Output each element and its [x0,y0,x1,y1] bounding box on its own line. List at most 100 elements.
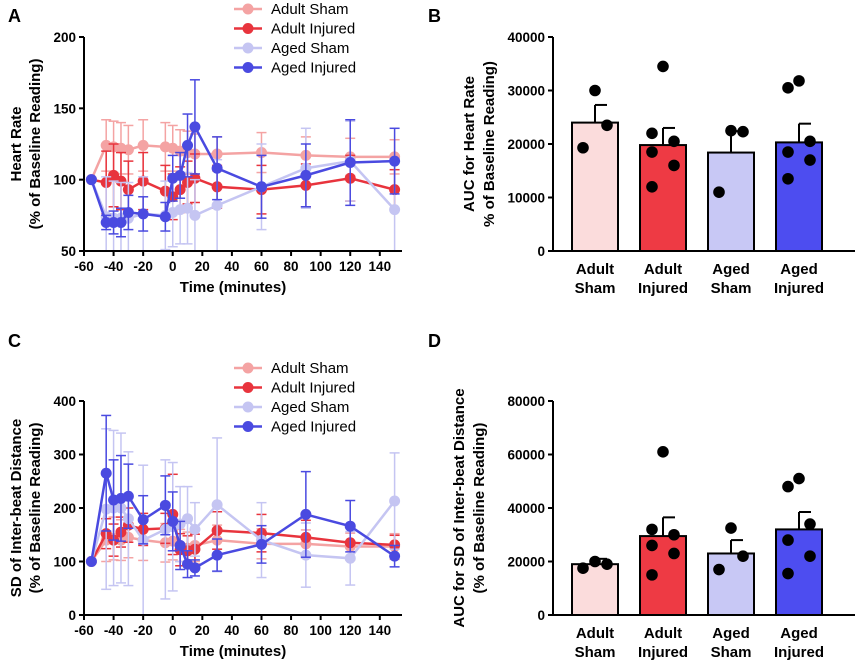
d-individual-point [782,480,794,493]
b-individual-point [725,124,737,137]
a-data-point [108,169,120,181]
b-individual-point [737,125,749,138]
d-category-label: Sham [575,644,616,661]
c-data-point [300,508,312,520]
d-individual-point [657,446,669,458]
b-individual-point [668,135,680,148]
b-individual-point [713,186,725,198]
d-y-tick-label: 80000 [507,394,545,409]
c-data-point [211,499,223,511]
c-legend-swatch-marker [242,382,254,393]
a-series-3 [85,79,401,238]
a-y-axis-title: Heart Rate [8,106,25,181]
c-x-tick-label: 0 [169,623,177,638]
d-y-axis-title: AUC for SD of Inter-beat Distance [451,388,468,627]
b-y-tick-label: 40000 [507,30,545,45]
d-individual-point [804,518,816,530]
d-individual-point [737,550,749,562]
a-y-tick-label: 100 [53,173,76,188]
sd-interbeat-auc-bar-chart: Adult Sham Adult Injured Aged Sham Aged Injured… [451,388,855,661]
a-legend-swatch-marker [242,23,254,34]
c-legend-swatch-marker [242,362,254,374]
c-legend-label: Adult Injured [271,380,355,397]
b-individual-point [782,82,794,94]
c-y-tick-label: 200 [53,501,76,516]
d-individual-point [589,555,601,568]
c-data-point [344,552,356,564]
a-y-axis-subtitle: (% of Baseline Reading) [27,59,44,230]
b-category-label: Injured [638,280,688,297]
d-individual-point [782,534,794,546]
a-data-point [159,211,171,223]
d-y-tick-label: 40000 [507,501,545,516]
a-y-tick-label: 200 [53,30,76,45]
a-legend-label: Adult Sham [271,1,349,18]
c-legend-swatch-marker [242,401,254,413]
d-category-label: Injured [774,644,824,661]
b-y-tick-label: 30000 [507,84,545,99]
a-data-point [189,209,201,221]
d-individual-point [646,539,658,552]
c-data-point [189,562,201,574]
heart-rate-auc-bar-chart: Adult Sham Adult Injured Aged Sham Aged Injured… [461,30,855,297]
a-data-point [115,216,127,228]
a-x-tick-label: 80 [284,259,299,274]
c-x-tick-label: 120 [339,623,362,638]
c-x-tick-label: 20 [195,623,210,638]
c-x-tick-label: 40 [224,623,239,638]
d-category-label: Injured [638,644,688,661]
d-individual-point [782,567,794,580]
a-x-tick-label: 20 [195,259,210,274]
d-bar [707,552,755,616]
c-data-point [189,523,201,535]
c-x-tick-label: -20 [133,623,153,638]
c-x-tick-label: -40 [104,623,124,638]
a-data-point [137,208,149,220]
a-data-point [211,162,223,174]
b-individual-point [804,135,816,148]
c-data-point [85,556,97,567]
b-individual-point [804,154,816,166]
b-individual-point [668,159,680,172]
b-individual-point [657,60,669,73]
b-category-label: Aged [780,261,818,278]
a-legend-swatch-marker [242,3,254,15]
c-x-tick-label: 80 [284,623,299,638]
b-bar-group-1 [639,60,687,253]
c-legend-label: Aged Sham [271,399,349,416]
d-category-label: Adult [576,625,614,642]
c-data-point [122,490,134,502]
b-bar-group-3 [775,75,823,253]
panel-letter-a: A [8,6,21,26]
b-individual-point [646,127,658,140]
a-y-tick-label: 50 [61,244,76,259]
b-y-axis-title: AUC for Heart Rate [461,76,478,212]
b-individual-point [646,146,658,158]
c-data-point [389,550,401,562]
a-legend-label: Aged Injured [271,60,356,77]
a-y-tick-label: 150 [53,101,76,116]
a-data-point [211,199,223,211]
b-bar-group-0 [571,84,619,252]
d-bar-group-0 [571,555,619,616]
b-y-tick-label: 20000 [507,137,545,152]
d-individual-point [646,523,658,536]
a-data-point [115,175,127,187]
a-data-point [122,144,134,156]
a-x-tick-label: 120 [339,259,362,274]
b-category-label: Aged [712,261,750,278]
b-category-label: Adult [644,261,682,278]
d-bar-group-1 [639,446,687,617]
a-data-point [85,174,97,186]
panel-letter-d: D [428,331,441,351]
c-data-point [167,515,179,527]
b-bar [707,151,755,252]
d-category-label: Sham [711,644,752,661]
b-individual-point [793,75,805,87]
d-individual-point [646,569,658,581]
a-data-point [174,169,186,181]
b-individual-point [782,146,794,158]
a-x-tick-label: 140 [369,259,392,274]
b-bar [571,121,619,252]
